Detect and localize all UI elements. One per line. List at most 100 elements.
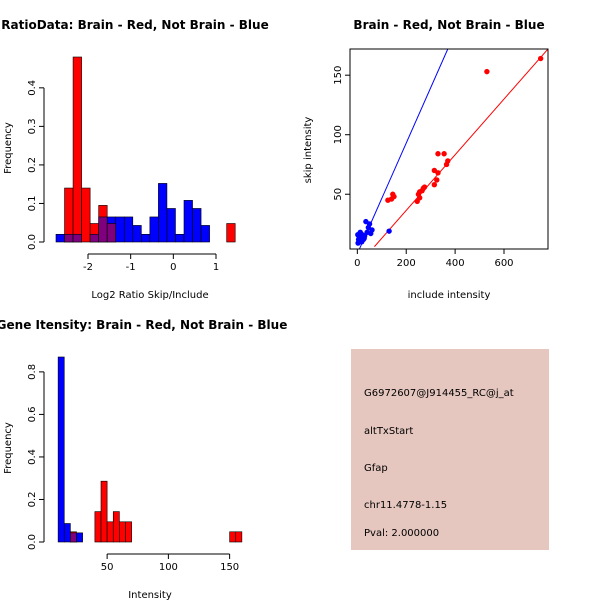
- x-tick-label: 1: [213, 262, 219, 273]
- intensity-histogram-ylabel: Frequency: [3, 422, 14, 474]
- intensity-histogram-panel: Gene Itensity: Brain - Red, Not Brain - …: [0, 318, 287, 600]
- not-brain-bar: [166, 208, 176, 243]
- brain-point: [390, 191, 396, 197]
- brain-bar: [94, 511, 102, 543]
- y-tick-label: 0.4: [27, 449, 38, 465]
- x-tick-label: 50: [101, 562, 114, 573]
- not-brain-point: [363, 218, 369, 225]
- y-tick-label: 0.2: [27, 492, 38, 508]
- y-tick-label: 0.4: [27, 80, 38, 96]
- y-tick-label: 0.8: [27, 364, 38, 380]
- overlap-bar: [70, 532, 77, 543]
- y-tick-label: 100: [333, 125, 344, 144]
- not-brain-point: [365, 224, 372, 231]
- not-brain-bar: [149, 216, 159, 243]
- scatter-fit-lines: [358, 49, 548, 249]
- overlap-bar: [106, 223, 117, 243]
- not-brain-fit-line: [358, 49, 449, 249]
- y-tick-label: 0.1: [27, 196, 38, 212]
- brain-point: [414, 198, 420, 205]
- not-brain-point: [355, 232, 361, 238]
- x-tick-label: 400: [446, 258, 465, 269]
- brain-bar: [112, 511, 120, 543]
- brain-bar: [235, 531, 243, 543]
- intensity-histogram-bars: [57, 356, 243, 543]
- brain-point: [431, 182, 438, 188]
- ratio-histogram-panel: RatioData: Brain - Red, Not Brain - Blue…: [1, 18, 268, 301]
- not-brain-bar: [192, 208, 202, 243]
- scatter-xlabel: include intensity: [408, 290, 491, 301]
- brain-bar: [229, 531, 237, 543]
- x-tick-label: 0: [354, 258, 360, 269]
- brain-bar: [72, 56, 82, 243]
- brain-bar: [106, 521, 114, 543]
- brain-bar: [119, 521, 126, 543]
- brain-bar: [64, 187, 74, 243]
- intensity-histogram-axes: 50 100 150 0.0 0.2 0.4 0.6 0.8: [27, 364, 239, 573]
- brain-bar: [81, 187, 91, 243]
- x-tick-label: 100: [159, 562, 178, 573]
- brain-point: [435, 151, 441, 157]
- brain-point: [484, 68, 490, 75]
- x-tick-label: -2: [83, 262, 93, 273]
- scatter-title: Brain - Red, Not Brain - Blue: [353, 18, 544, 32]
- not-brain-bar: [76, 532, 83, 543]
- overlap-bar: [98, 216, 108, 243]
- location-text: chr11.4778-1.15: [364, 500, 447, 511]
- scatter-ylabel: skip intensity: [303, 117, 314, 184]
- brain-point: [420, 185, 427, 191]
- info-panel: G6972607@J914455_RC@j_at altTxStart Gfap…: [351, 349, 549, 550]
- brain-point: [443, 161, 450, 168]
- brain-bar: [125, 521, 132, 543]
- x-tick-label: 600: [494, 258, 513, 269]
- gene-name-text: Gfap: [364, 463, 388, 474]
- x-tick-label: 200: [397, 258, 416, 269]
- overlap-bar: [64, 233, 74, 243]
- not-brain-bar: [141, 233, 151, 243]
- event-type-text: altTxStart: [364, 426, 413, 437]
- info-panel-background: [351, 349, 549, 550]
- x-tick-label: 150: [220, 562, 239, 573]
- y-tick-label: 0.2: [27, 157, 38, 173]
- intensity-histogram-xlabel: Intensity: [128, 590, 172, 600]
- intensity-histogram-title: Gene Itensity: Brain - Red, Not Brain - …: [0, 318, 287, 332]
- not-brain-bar: [183, 200, 193, 243]
- not-brain-bar: [115, 216, 125, 243]
- brain-fit-line: [374, 49, 548, 247]
- overlap-bar: [89, 233, 99, 243]
- y-tick-label: 0.6: [27, 406, 38, 422]
- not-brain-bar: [175, 233, 185, 243]
- not-brain-bar: [63, 523, 71, 543]
- overlap-bar: [72, 233, 82, 243]
- not-brain-bar: [200, 225, 210, 243]
- ratio-histogram-xlabel: Log2 Ratio Skip/Include: [91, 290, 208, 301]
- not-brain-bar: [158, 183, 168, 243]
- x-tick-label: 0: [170, 262, 176, 273]
- scatter-panel: Brain - Red, Not Brain - Blue 0 200 400 600…: [303, 18, 549, 301]
- brain-point: [434, 177, 440, 183]
- ratio-histogram-ylabel: Frequency: [3, 122, 14, 174]
- not-brain-point: [386, 228, 392, 234]
- ratio-histogram-bars: [55, 56, 236, 243]
- brain-point: [537, 55, 544, 62]
- y-tick-label: 0.0: [27, 234, 38, 250]
- probe-id-text: G6972607@J914455_RC@j_at: [364, 388, 514, 399]
- not-brain-bar: [123, 216, 134, 243]
- not-brain-bar: [132, 225, 142, 243]
- ratio-histogram-axes: -2 -1 0 1 0.0 0.1 0.2 0.3 0.4: [27, 80, 219, 273]
- ratio-histogram-title: RatioData: Brain - Red, Not Brain - Blue: [1, 18, 268, 32]
- not-brain-bar: [57, 356, 65, 543]
- x-tick-label: -1: [126, 262, 136, 273]
- brain-bar: [226, 223, 236, 243]
- pval-text: Pval: 2.000000: [364, 528, 439, 539]
- y-tick-label: 150: [333, 66, 344, 85]
- scatter-axes: 0 200 400 600 50 100 150: [333, 48, 549, 269]
- brain-bar: [100, 480, 108, 543]
- brain-point: [441, 151, 447, 157]
- not-brain-bar: [55, 233, 65, 243]
- brain-point: [431, 167, 438, 174]
- scatter-points: [355, 55, 544, 246]
- y-tick-label: 0.3: [27, 118, 38, 134]
- not-brain-point: [355, 240, 361, 246]
